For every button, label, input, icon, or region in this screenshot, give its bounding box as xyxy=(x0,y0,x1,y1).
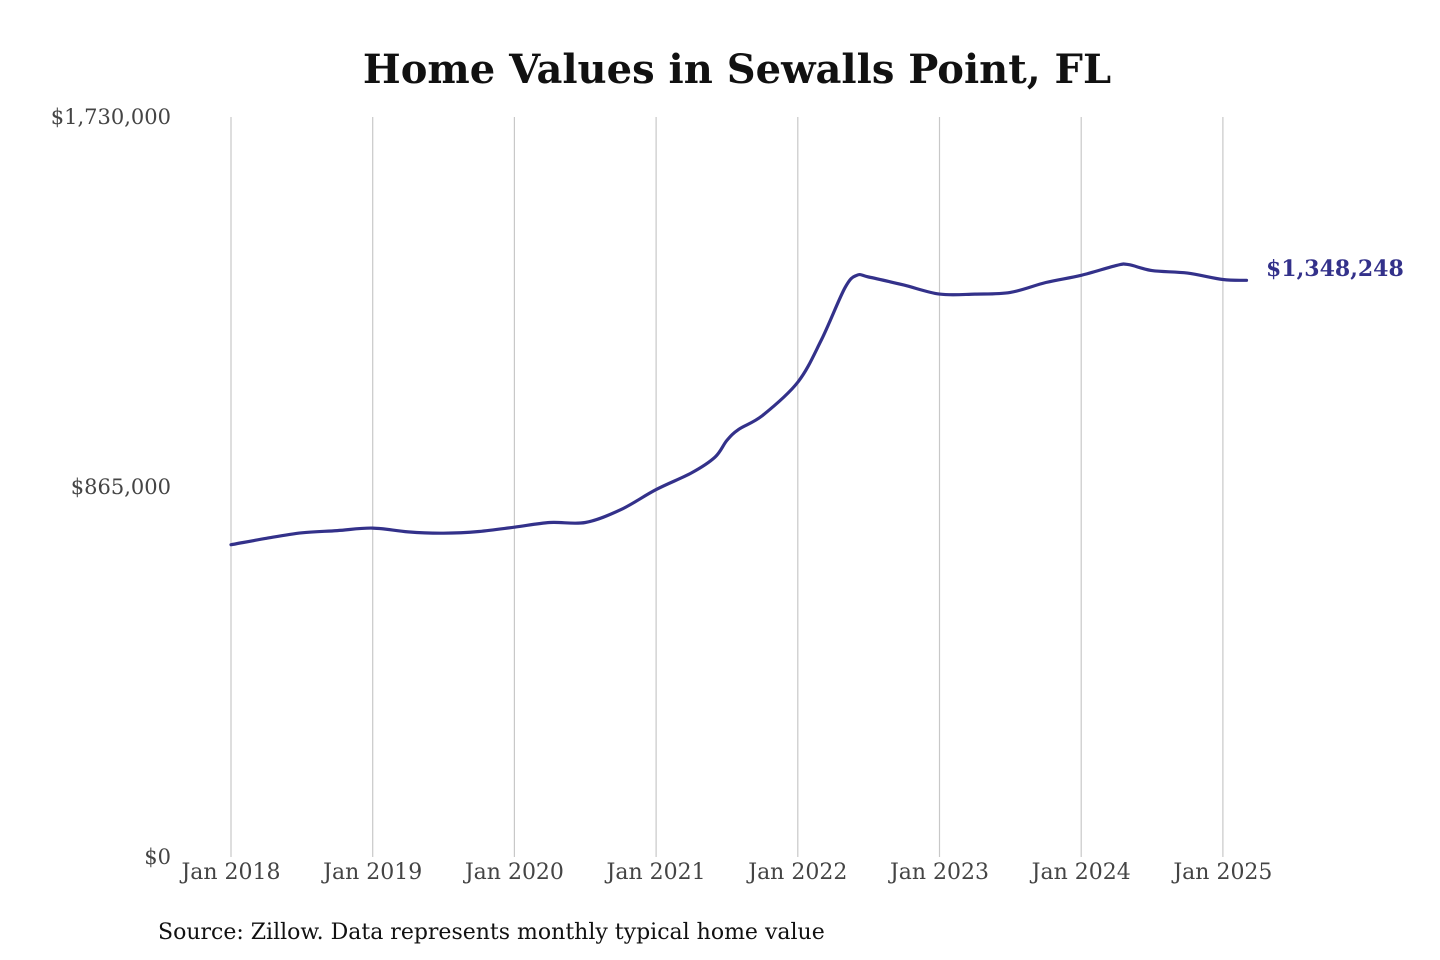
y-tick-label: $1,730,000 xyxy=(51,105,171,129)
chart-title: Home Values in Sewalls Point, FL xyxy=(363,46,1111,93)
y-tick-label: $865,000 xyxy=(71,475,171,499)
y-axis: $1,730,000 $865,000 $0 xyxy=(51,105,171,869)
x-tick-label: Jan 2025 xyxy=(1171,860,1272,885)
series-layer xyxy=(229,262,1249,547)
source-note: Source: Zillow. Data represents monthly … xyxy=(158,920,825,945)
x-tick-label: Jan 2023 xyxy=(888,860,989,885)
x-tick-label: Jan 2020 xyxy=(463,860,564,885)
end-value-label: $1,348,248 xyxy=(1266,256,1404,282)
x-tick-label: Jan 2022 xyxy=(746,860,847,885)
x-tick-label: Jan 2018 xyxy=(179,860,280,885)
x-tick-label: Jan 2021 xyxy=(605,860,706,885)
series-line xyxy=(229,262,1249,547)
grid xyxy=(230,117,1224,857)
y-tick-label: $0 xyxy=(144,845,171,869)
x-tick-label: Jan 2019 xyxy=(321,860,422,885)
x-tick-label: Jan 2024 xyxy=(1030,860,1131,885)
x-axis: Jan 2018 Jan 2019 Jan 2020 Jan 2021 Jan 2022… xyxy=(179,860,1272,885)
